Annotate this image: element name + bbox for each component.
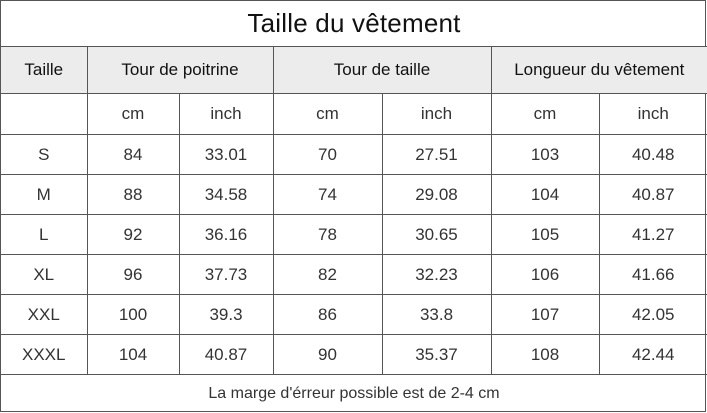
waist-inch-cell: 30.65 — [381, 214, 492, 255]
waist-inch-cell: 35.37 — [381, 334, 492, 375]
table-row: L 92 36.16 78 30.65 105 41.27 — [1, 214, 707, 255]
chest-inch-cell: 33.01 — [178, 134, 274, 175]
size-cell: XXXL — [1, 334, 88, 375]
waist-cm-cell: 90 — [272, 334, 383, 375]
length-inch-cell: 42.05 — [598, 294, 707, 335]
header-chest: Tour de poitrine — [86, 46, 274, 94]
length-cm-cell: 108 — [490, 334, 600, 375]
note-row: La marge d'érreur possible est de 2-4 cm — [1, 374, 707, 413]
chest-inch-cell: 39.3 — [178, 294, 274, 335]
length-inch-cell: 41.66 — [598, 254, 707, 295]
table-row: M 88 34.58 74 29.08 104 40.87 — [1, 174, 707, 215]
title-row: Taille du vêtement — [1, 1, 707, 47]
unit-waist-cm: cm — [272, 93, 383, 135]
header-size: Taille — [1, 46, 88, 94]
waist-cm-cell: 74 — [272, 174, 383, 215]
chest-cm-cell: 92 — [86, 214, 180, 255]
chest-inch-cell: 37.73 — [178, 254, 274, 295]
length-inch-cell: 40.48 — [598, 134, 707, 175]
length-cm-cell: 106 — [490, 254, 600, 295]
length-cm-cell: 107 — [490, 294, 600, 335]
unit-length-cm: cm — [490, 93, 600, 135]
unit-row: cm inch cm inch cm inch — [1, 93, 707, 135]
chest-cm-cell: 104 — [86, 334, 180, 375]
waist-cm-cell: 82 — [272, 254, 383, 295]
unit-empty-cell — [1, 93, 88, 135]
header-length: Longueur du vêtement — [490, 46, 707, 94]
table-row: XXXL 104 40.87 90 35.37 108 42.44 — [1, 334, 707, 375]
header-waist: Tour de taille — [272, 46, 492, 94]
table-row: XXL 100 39.3 86 33.8 107 42.05 — [1, 294, 707, 335]
header-row: Taille Tour de poitrine Tour de taille L… — [1, 46, 707, 94]
length-cm-cell: 104 — [490, 174, 600, 215]
chest-cm-cell: 84 — [86, 134, 180, 175]
unit-chest-cm: cm — [86, 93, 180, 135]
chest-inch-cell: 40.87 — [178, 334, 274, 375]
waist-inch-cell: 32.23 — [381, 254, 492, 295]
length-cm-cell: 105 — [490, 214, 600, 255]
chest-inch-cell: 34.58 — [178, 174, 274, 215]
unit-chest-inch: inch — [178, 93, 274, 135]
waist-inch-cell: 29.08 — [381, 174, 492, 215]
waist-inch-cell: 27.51 — [381, 134, 492, 175]
size-cell: M — [1, 174, 88, 215]
table-title: Taille du vêtement — [1, 1, 707, 47]
unit-waist-inch: inch — [381, 93, 492, 135]
table-row: S 84 33.01 70 27.51 103 40.48 — [1, 134, 707, 175]
waist-cm-cell: 86 — [272, 294, 383, 335]
chest-cm-cell: 88 — [86, 174, 180, 215]
length-cm-cell: 103 — [490, 134, 600, 175]
length-inch-cell: 41.27 — [598, 214, 707, 255]
size-cell: XXL — [1, 294, 88, 335]
table-row: XL 96 37.73 82 32.23 106 41.66 — [1, 254, 707, 295]
unit-length-inch: inch — [598, 93, 707, 135]
length-inch-cell: 40.87 — [598, 174, 707, 215]
chest-cm-cell: 96 — [86, 254, 180, 295]
chest-cm-cell: 100 — [86, 294, 180, 335]
size-cell: S — [1, 134, 88, 175]
size-cell: L — [1, 214, 88, 255]
waist-inch-cell: 33.8 — [381, 294, 492, 335]
waist-cm-cell: 70 — [272, 134, 383, 175]
error-margin-note: La marge d'érreur possible est de 2-4 cm — [1, 374, 707, 413]
length-inch-cell: 42.44 — [598, 334, 707, 375]
waist-cm-cell: 78 — [272, 214, 383, 255]
size-cell: XL — [1, 254, 88, 295]
chest-inch-cell: 36.16 — [178, 214, 274, 255]
